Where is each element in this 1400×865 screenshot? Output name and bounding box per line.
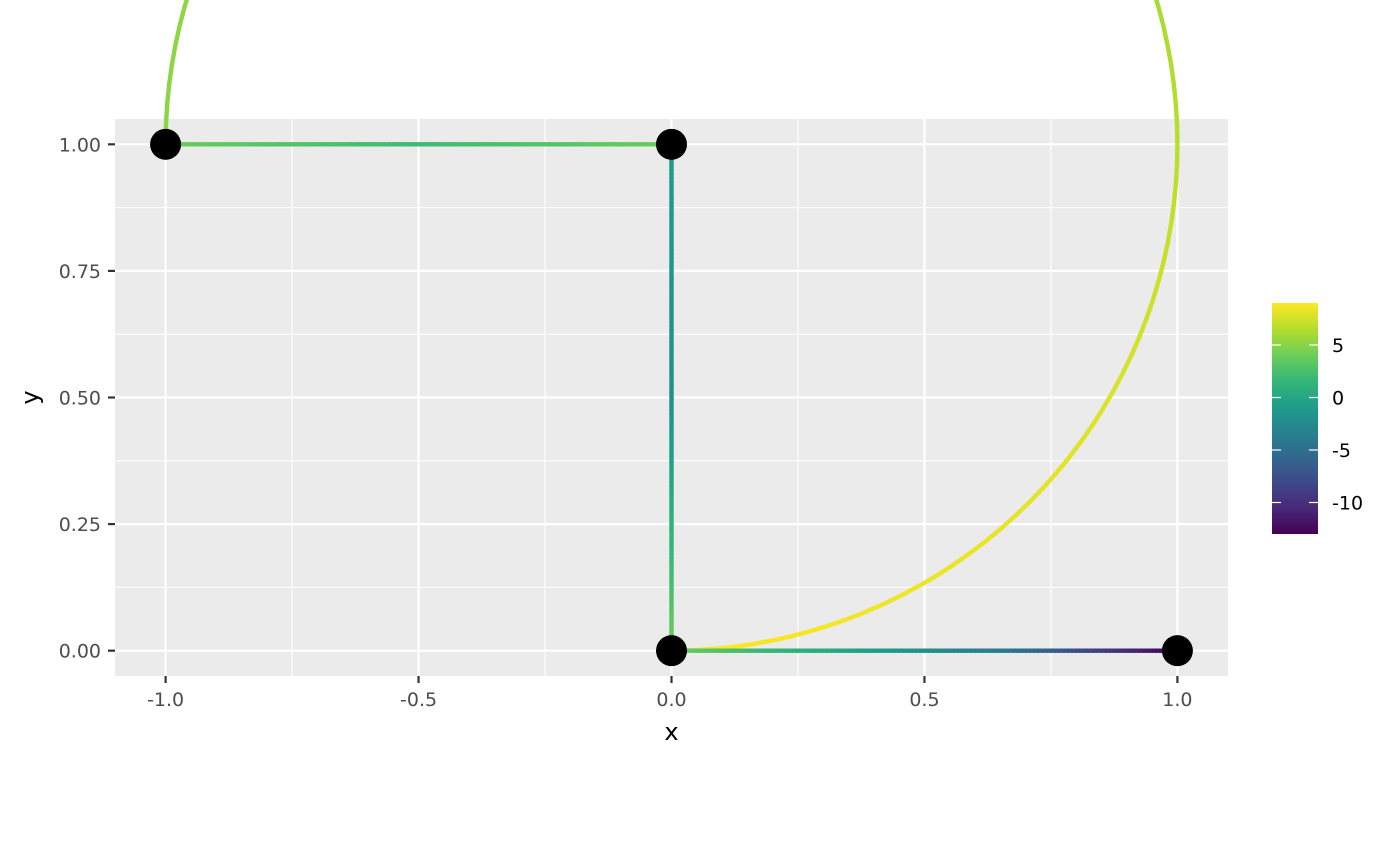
edge-segment xyxy=(1173,161,1180,187)
edge-segment xyxy=(1161,23,1170,48)
edge-segment xyxy=(982,527,1003,545)
edge-segment xyxy=(173,23,182,48)
edge-segment xyxy=(1171,181,1179,207)
edge-segment xyxy=(1040,470,1059,491)
edge-segment xyxy=(881,593,904,607)
edge-segment xyxy=(1156,260,1166,284)
y-axis: 0.00 0.25 0.50 0.75 1.00 xyxy=(59,134,115,663)
edge-segment xyxy=(1120,354,1134,377)
y-tick-label: 0.75 xyxy=(59,261,101,283)
edge-segment xyxy=(950,551,972,568)
edge-segment xyxy=(806,623,831,634)
y-axis-title: y xyxy=(16,390,44,404)
y-tick-label: 1.00 xyxy=(59,134,101,156)
x-tick-label: -1.0 xyxy=(147,689,184,711)
edge-segment xyxy=(997,513,1018,532)
edge-segment xyxy=(164,82,172,107)
node-points xyxy=(150,128,1193,667)
edge-segment xyxy=(1027,485,1046,505)
edge-segment xyxy=(862,601,886,615)
edge-segment xyxy=(1128,335,1142,359)
x-tick-label: -0.5 xyxy=(400,689,437,711)
edge-segment xyxy=(844,609,868,622)
edge-segment xyxy=(916,573,939,589)
edge-segment xyxy=(166,62,175,88)
edge-3 xyxy=(163,0,1180,653)
edge-segment xyxy=(1161,240,1170,265)
edge-segment xyxy=(1078,423,1095,445)
colorbar-label: -5 xyxy=(1332,440,1351,462)
edge-segment xyxy=(728,642,753,650)
edge-segment xyxy=(748,638,773,647)
colorbar xyxy=(1272,303,1318,534)
edge-segment xyxy=(1165,221,1174,246)
edge-segment xyxy=(1171,82,1179,107)
edge-segment xyxy=(163,102,170,127)
edge-segment xyxy=(1100,389,1116,412)
edge-segment xyxy=(1012,500,1032,519)
y-tick-label: 0.50 xyxy=(59,388,101,410)
edge-segment xyxy=(1053,455,1071,476)
edge-segment xyxy=(1173,102,1180,127)
edge-segment xyxy=(1168,62,1177,88)
colorbar-label: 5 xyxy=(1332,335,1344,357)
node-point-2 xyxy=(656,128,687,160)
edge-segment xyxy=(933,563,955,579)
y-tick-label: 0.25 xyxy=(59,514,101,536)
edge-segment xyxy=(1154,0,1161,10)
edge-segment xyxy=(1136,317,1149,341)
edge-segment xyxy=(1165,43,1174,68)
x-tick-label: 0.5 xyxy=(909,689,939,711)
x-axis: -1.0 -0.5 0.0 0.5 1.0 xyxy=(147,676,1193,711)
node-point-4 xyxy=(1161,635,1193,667)
x-tick-label: 1.0 xyxy=(1162,689,1192,711)
edge-segment xyxy=(898,583,921,598)
edge-segment xyxy=(1089,406,1106,428)
color-legend: 5 0 -5 -10 xyxy=(1272,303,1363,534)
y-tick-label: 0.00 xyxy=(59,641,101,663)
edge-segment xyxy=(1168,201,1177,226)
edge-segment xyxy=(1066,439,1083,461)
edge-segment xyxy=(169,43,178,68)
edge-segment xyxy=(182,0,189,10)
colorbar-label: -10 xyxy=(1332,493,1363,515)
node-point-3 xyxy=(656,635,687,667)
colorbar-label: 0 xyxy=(1332,388,1344,410)
edge-segment xyxy=(1156,4,1166,29)
edge-segment xyxy=(825,617,849,629)
node-point-1 xyxy=(150,128,182,160)
x-axis-title: x xyxy=(664,718,678,746)
edge-segment xyxy=(966,539,987,557)
edge-segment xyxy=(1143,298,1155,322)
edge-segment xyxy=(1110,372,1125,394)
edge-segment xyxy=(767,634,792,644)
x-tick-label: 0.0 xyxy=(656,689,686,711)
edge-segment xyxy=(787,629,812,639)
edge-segment xyxy=(1150,279,1161,303)
edge-segment xyxy=(177,4,187,29)
